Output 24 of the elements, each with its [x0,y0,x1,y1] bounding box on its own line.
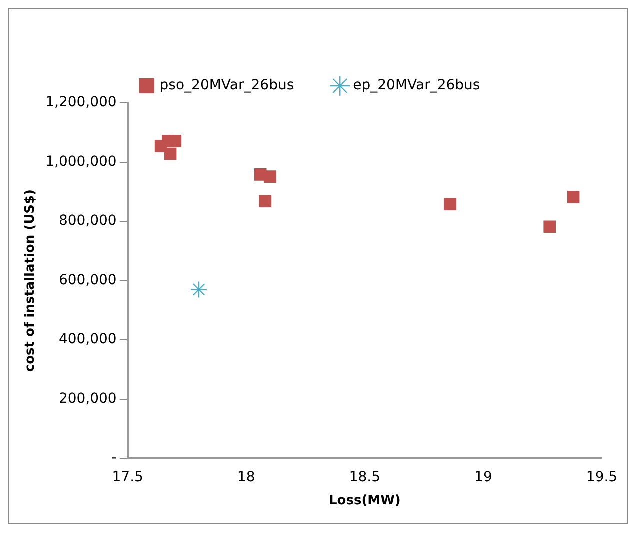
x-tick-label: 18 [237,470,256,486]
point [190,281,208,298]
y-tick-label: 400,000 [58,332,117,348]
x-tick-label: 19 [474,470,492,486]
y-tick-label: 1,200,000 [46,94,117,111]
point [169,135,182,148]
y-tick-label: 600,000 [58,272,117,288]
y-tick-label: 1,000,000 [46,154,117,170]
legend-label: pso_20MVar_26bus [160,78,294,94]
x-axis-title: Loss(MW) [328,494,401,509]
x-tick-label: 18.5 [349,470,381,486]
x-tick-label: 17.5 [112,470,144,486]
point [259,195,272,208]
legend-label: ep_20MVar_26bus [353,78,480,94]
y-axis-title: cost of installation (US$) [23,190,38,372]
y-tick-label: 800,000 [58,213,117,230]
point [264,170,276,183]
point [544,220,556,234]
point [567,191,580,204]
y-tick-label: 200,000 [58,390,117,407]
x-tick-label: 19.5 [586,470,618,486]
point [164,148,177,160]
point [444,198,456,211]
y-tick-label: - [112,450,117,466]
